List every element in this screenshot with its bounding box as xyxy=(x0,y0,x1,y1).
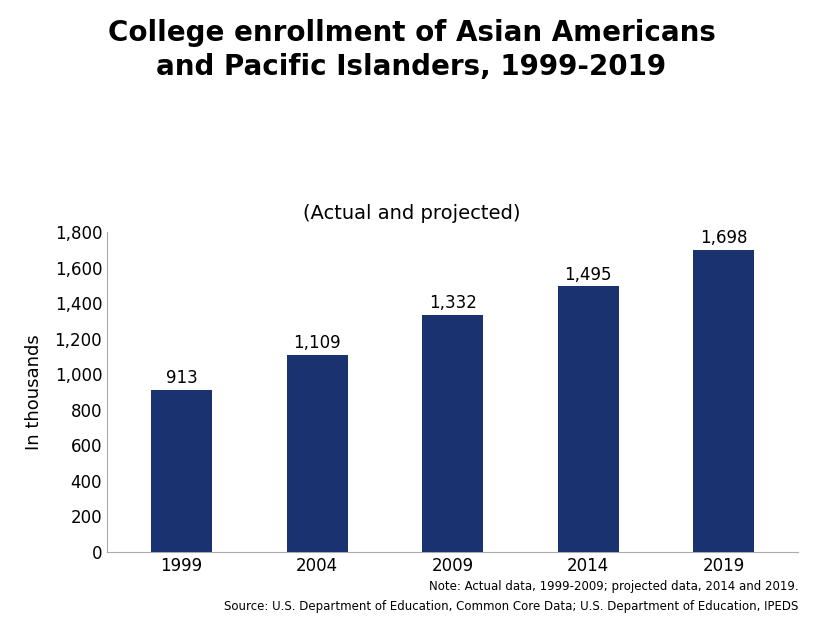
Text: 1,495: 1,495 xyxy=(565,265,612,283)
Bar xyxy=(558,286,619,552)
Text: 913: 913 xyxy=(165,369,198,387)
Bar xyxy=(151,389,212,552)
Bar xyxy=(422,315,483,552)
Bar xyxy=(693,250,754,552)
Bar xyxy=(286,355,347,552)
Text: (Actual and projected): (Actual and projected) xyxy=(303,204,520,223)
Text: 1,698: 1,698 xyxy=(700,229,747,248)
Y-axis label: In thousands: In thousands xyxy=(26,334,44,450)
Text: College enrollment of Asian Americans
and Pacific Islanders, 1999-2019: College enrollment of Asian Americans an… xyxy=(108,19,715,82)
Text: Source: U.S. Department of Education, Common Core Data; U.S. Department of Educa: Source: U.S. Department of Education, Co… xyxy=(224,600,798,613)
Text: 1,109: 1,109 xyxy=(293,334,341,352)
Text: 1,332: 1,332 xyxy=(429,295,477,312)
Text: Note: Actual data, 1999-2009; projected data, 2014 and 2019.: Note: Actual data, 1999-2009; projected … xyxy=(429,579,798,593)
